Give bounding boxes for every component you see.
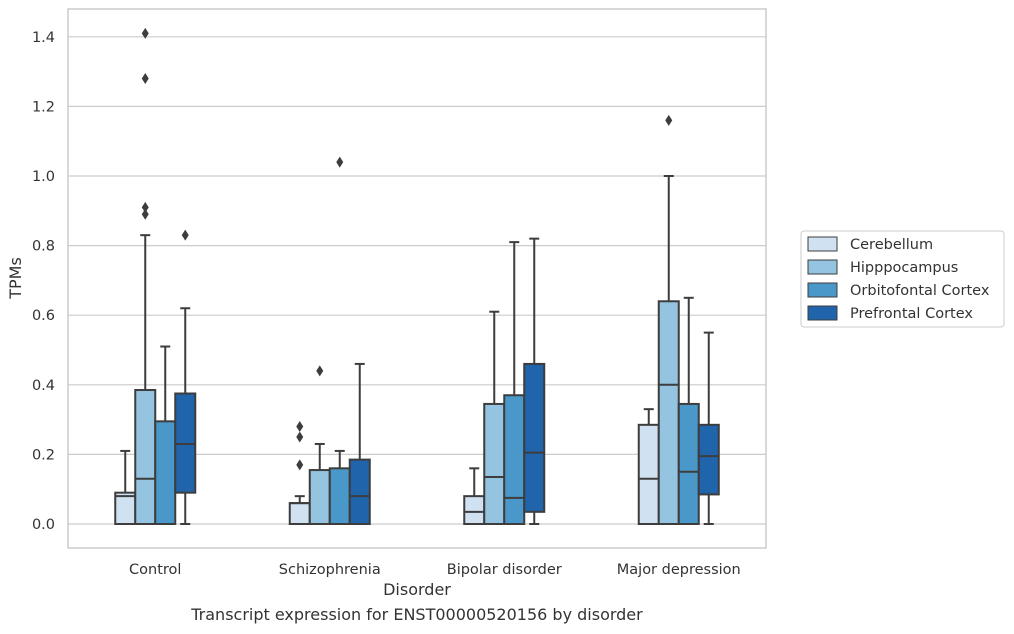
x-tick-label: Control: [129, 562, 181, 578]
legend-frame: [800, 230, 1005, 328]
x-axis-ticks: Control Schizophrenia Bipolar disorder Majo…: [129, 562, 741, 578]
x-tick-label: Schizophrenia: [279, 562, 381, 578]
box: [114, 491, 137, 525]
legend-swatch: [807, 282, 838, 298]
y-tick-label: 0.0: [32, 517, 55, 533]
box-groups: [114, 27, 720, 526]
box: [503, 394, 526, 525]
box: [288, 502, 311, 525]
box: [328, 467, 351, 526]
y-axis-ticks: 0.0 0.2 0.4 0.6 0.8 1.0 1.2 1.4: [32, 30, 55, 533]
category-group: [114, 27, 197, 525]
outlier-point: [296, 421, 304, 433]
legend-label: Orbitofontal Cortex: [850, 283, 990, 299]
y-tick-label: 0.6: [32, 308, 55, 324]
outlier-point: [665, 114, 673, 126]
box: [348, 458, 371, 525]
legend-label: Cerebellum: [850, 237, 933, 253]
y-tick-label: 1.4: [32, 30, 55, 46]
box: [154, 420, 177, 525]
y-tick-label: 0.8: [32, 239, 55, 255]
legend-swatch: [807, 305, 838, 321]
outlier-point: [181, 229, 189, 241]
x-axis-label: Disorder: [383, 580, 451, 599]
box: [637, 423, 660, 526]
box: [308, 469, 331, 525]
outlier-point: [296, 431, 304, 443]
category-group: [463, 237, 546, 526]
y-tick-label: 1.2: [32, 99, 55, 115]
outlier-point: [141, 201, 149, 213]
box: [677, 402, 700, 525]
category-group: [637, 114, 720, 526]
box: [463, 495, 486, 526]
plot-area-frame: [67, 8, 767, 549]
outlier-point: [141, 208, 149, 220]
y-tick-label: 0.2: [32, 447, 55, 463]
box: [134, 389, 157, 525]
box: [523, 362, 546, 513]
outlier-point: [141, 73, 149, 85]
x-tick-label: Major depression: [617, 562, 741, 578]
chart-caption: Transcript expression for ENST0000052015…: [191, 605, 643, 624]
legend-swatch: [807, 236, 838, 252]
legend-swatch: [807, 259, 838, 275]
box: [657, 300, 680, 525]
box: [697, 423, 720, 496]
y-tick-label: 1.0: [32, 169, 55, 185]
x-tick-label: Bipolar disorder: [447, 562, 562, 578]
legend: Cerebellum Hipppocampus Orbitofontal Corte…: [800, 230, 1005, 328]
category-group: [288, 156, 371, 526]
outlier-point: [316, 365, 324, 377]
outlier-point: [336, 156, 344, 168]
outlier-point: [296, 459, 304, 471]
legend-label: Hipppocampus: [850, 260, 958, 276]
y-axis-label: TPMs: [6, 257, 25, 300]
y-tick-label: 0.4: [32, 378, 55, 394]
legend-label: Prefrontal Cortex: [850, 306, 973, 322]
box: [483, 402, 506, 525]
outlier-point: [141, 27, 149, 39]
